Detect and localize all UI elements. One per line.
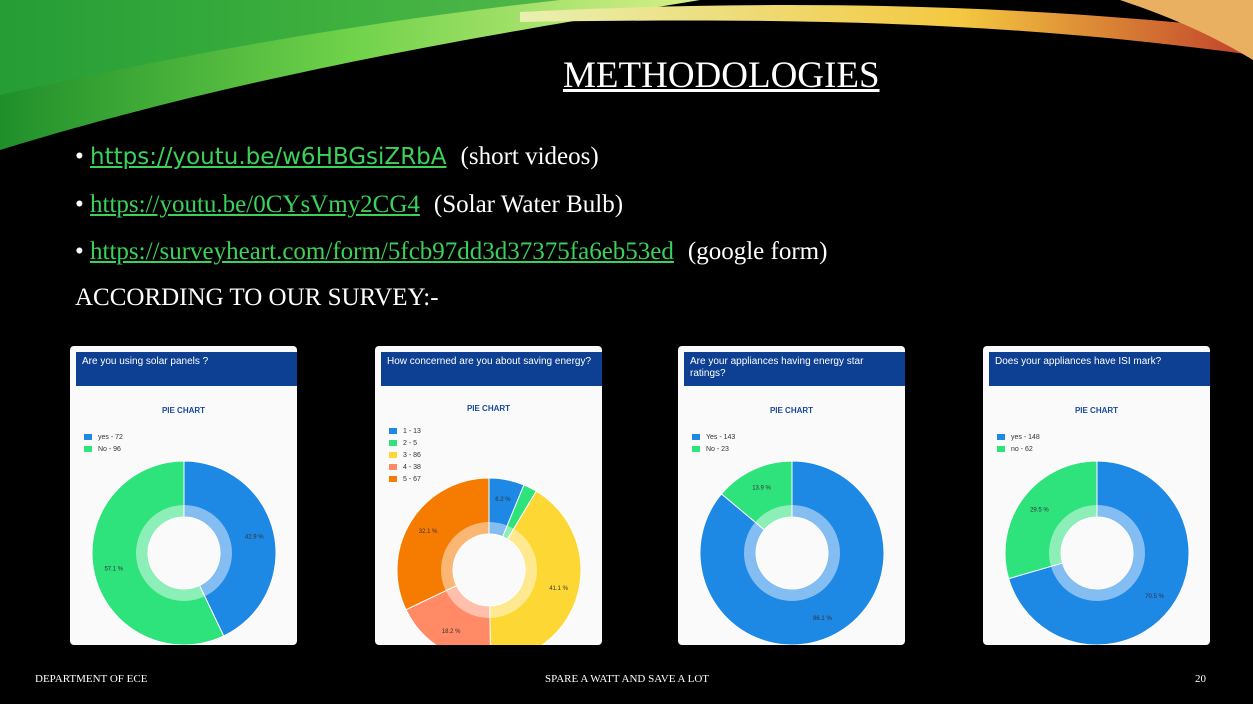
legend-swatch — [389, 476, 397, 482]
slice-label: 6.2 % — [495, 497, 511, 503]
legend-label: 5 - 67 — [403, 476, 421, 483]
legend-entry: yes - 72 — [84, 434, 123, 441]
link-note: (google form) — [688, 238, 828, 265]
footer-left: DEPARTMENT OF ECE — [35, 673, 147, 685]
legend-entry: No - 23 — [692, 446, 729, 453]
pie-chart: 86.1 % 13.9 % — [678, 346, 905, 645]
pie-chart: 6.2 % 41.1 % 18.2 % 32.1 % — [375, 346, 602, 645]
pie-slice — [397, 478, 489, 610]
legend-entry: 3 - 86 — [389, 452, 421, 459]
slice-label: 29.5 % — [1030, 507, 1049, 513]
legend-entry: 5 - 67 — [389, 476, 421, 483]
link[interactable]: https://youtu.be/w6HBGsiZRbA — [90, 144, 447, 170]
link[interactable]: https://youtu.be/0CYsVmy2CG4 — [90, 191, 420, 218]
bullet: • https://youtu.be/w6HBGsiZRbA(short vid… — [75, 143, 599, 171]
slice-label: 18.2 % — [442, 629, 461, 635]
legend-entry: Yes - 143 — [692, 434, 735, 441]
legend-entry: yes - 148 — [997, 434, 1040, 441]
bullet: • https://youtu.be/0CYsVmy2CG4(Solar Wat… — [75, 191, 623, 219]
legend-entry: 4 - 38 — [389, 464, 421, 471]
footer-center: SPARE A WATT AND SAVE A LOT — [545, 673, 709, 685]
link-note: (Solar Water Bulb) — [434, 191, 623, 218]
legend-swatch — [84, 446, 92, 452]
legend-swatch — [389, 440, 397, 446]
legend-label: 2 - 5 — [403, 440, 417, 447]
chart-card: Are your appliances having energy star r… — [678, 346, 905, 645]
pie-chart: 70.5 % 29.5 % — [983, 346, 1210, 645]
inner-ring — [1055, 511, 1139, 595]
legend-label: No - 23 — [706, 446, 729, 453]
link-note: (short videos) — [461, 143, 599, 170]
legend-entry: No - 96 — [84, 446, 121, 453]
inner-ring — [750, 511, 834, 595]
legend-swatch — [389, 452, 397, 458]
inner-ring — [142, 511, 226, 595]
slice-label: 13.9 % — [752, 485, 771, 491]
slide-title: METHODOLOGIES — [563, 54, 880, 97]
legend-swatch — [389, 428, 397, 434]
survey-heading: ACCORDING TO OUR SURVEY:- — [75, 284, 439, 312]
slice-label: 41.1 % — [549, 586, 568, 592]
legend-entry: 1 - 13 — [389, 428, 421, 435]
chart-card: How concerned are you about saving energ… — [375, 346, 602, 645]
legend-swatch — [997, 434, 1005, 440]
legend-swatch — [997, 446, 1005, 452]
legend-label: No - 96 — [98, 446, 121, 453]
legend-swatch — [84, 434, 92, 440]
legend-label: 3 - 86 — [403, 452, 421, 459]
legend-label: Yes - 143 — [706, 434, 735, 441]
slice-label: 70.5 % — [1145, 594, 1164, 600]
chart-card: Does your appliances have ISI mark?PIE C… — [983, 346, 1210, 645]
legend-swatch — [692, 434, 700, 440]
slice-label: 42.9 % — [245, 535, 264, 541]
slice-label: 32.1 % — [419, 529, 438, 535]
slice-label: 86.1 % — [813, 616, 832, 622]
legend-label: yes - 148 — [1011, 434, 1040, 441]
slice-label: 57.1 % — [104, 567, 123, 573]
legend-swatch — [692, 446, 700, 452]
legend-swatch — [389, 464, 397, 470]
legend-label: yes - 72 — [98, 434, 123, 441]
legend-entry: no - 62 — [997, 446, 1033, 453]
link[interactable]: https://surveyheart.com/form/5fcb97dd3d3… — [90, 238, 674, 265]
legend-label: 4 - 38 — [403, 464, 421, 471]
inner-ring — [447, 528, 531, 612]
page-number: 20 — [1195, 673, 1206, 685]
legend-entry: 2 - 5 — [389, 440, 417, 447]
legend-label: 1 - 13 — [403, 428, 421, 435]
slide: METHODOLOGIES • https://youtu.be/w6HBGsi… — [0, 0, 1253, 704]
bullet: • https://surveyheart.com/form/5fcb97dd3… — [75, 238, 827, 266]
pie-chart: 42.9 % 57.1 % — [70, 346, 297, 645]
legend-label: no - 62 — [1011, 446, 1033, 453]
